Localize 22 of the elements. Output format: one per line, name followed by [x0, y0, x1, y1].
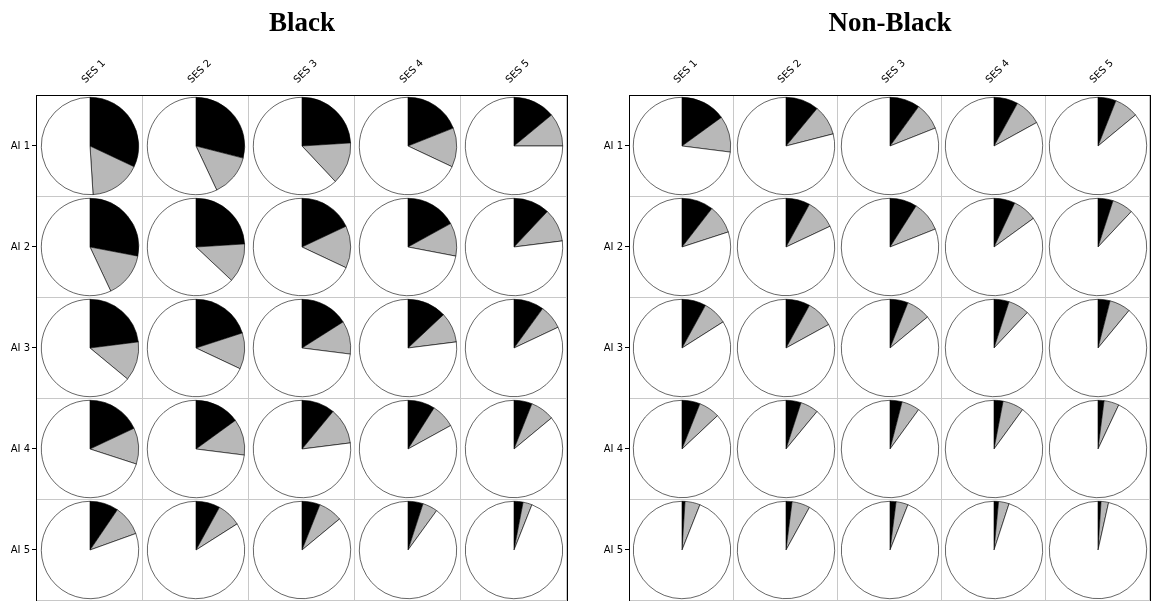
chart-title: Non-Black [827, 7, 953, 38]
chart-title: Black [268, 7, 336, 38]
text: AI 4 [603, 442, 623, 454]
text: AI 4 [10, 442, 30, 454]
slice-label: SES 4 [397, 57, 426, 85]
text: AI 3 [10, 341, 30, 353]
text: AI 2 [603, 240, 623, 252]
slice-label: SES 3 [879, 57, 908, 85]
text: AI 1 [10, 139, 30, 151]
text: AI 2 [10, 240, 30, 252]
slice-label: SES 5 [503, 57, 532, 85]
slice-label: SES 5 [1087, 57, 1116, 85]
text: AI 1 [603, 139, 623, 151]
slice-label: SES 1 [79, 57, 108, 85]
slice-label: SES 1 [671, 57, 700, 85]
slice-label: SES 2 [185, 57, 214, 85]
slice-label: SES 2 [775, 57, 804, 85]
slice-label: SES 3 [291, 57, 320, 85]
text: AI 5 [10, 543, 30, 555]
slice-label: SES 4 [983, 57, 1012, 85]
text: AI 5 [603, 543, 623, 555]
text: AI 3 [603, 341, 623, 353]
